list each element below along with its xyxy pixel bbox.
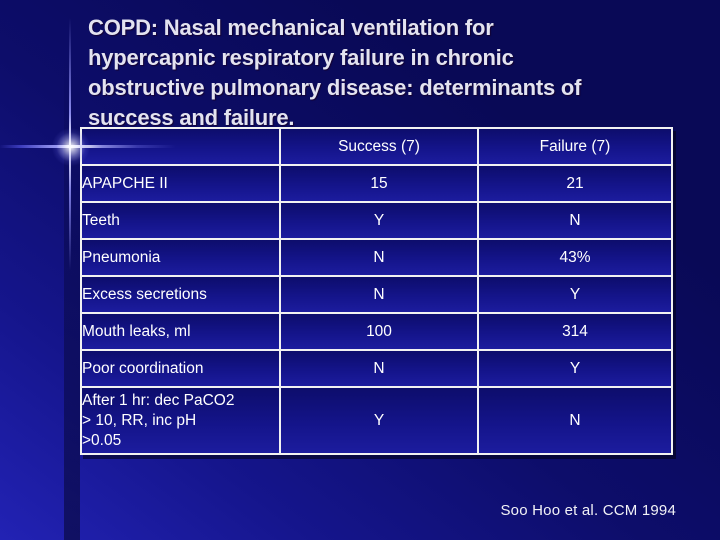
row-label: Mouth leaks, ml bbox=[80, 312, 281, 351]
citation: Soo Hoo et al. CCM 1994 bbox=[500, 502, 676, 519]
success-value: Y bbox=[279, 201, 479, 240]
failure-value: Y bbox=[477, 275, 673, 314]
failure-value: 43% bbox=[477, 238, 673, 277]
table-row: Teeth Y N bbox=[80, 201, 673, 240]
results-table: Success (7) Failure (7) APAPCHE II 15 21… bbox=[80, 127, 673, 455]
table-row: Poor coordination N Y bbox=[80, 349, 673, 388]
slide-title-line-2: hypercapnic respiratory failure in chron… bbox=[88, 45, 514, 70]
accent-cross-flare bbox=[52, 128, 90, 166]
failure-value: 314 bbox=[477, 312, 673, 351]
row-label: Teeth bbox=[80, 201, 281, 240]
success-value: N bbox=[279, 238, 479, 277]
row-label: After 1 hr: dec PaCO2 > 10, RR, inc pH >… bbox=[80, 386, 281, 455]
table-row: Mouth leaks, ml 100 314 bbox=[80, 312, 673, 351]
failure-value: N bbox=[477, 386, 673, 455]
row-label: APAPCHE II bbox=[80, 164, 281, 203]
failure-value: 21 bbox=[477, 164, 673, 203]
background-shadow-band bbox=[64, 0, 80, 540]
column-header-success: Success (7) bbox=[279, 127, 479, 166]
slide-title-line-3: obstructive pulmonary disease: determina… bbox=[88, 75, 582, 100]
slide-title-line-4: success and failure. bbox=[88, 105, 295, 130]
slide-title: COPD: Nasal mechanical ventilation for h… bbox=[88, 13, 694, 133]
slide-title-line-1: COPD: Nasal mechanical ventilation for bbox=[88, 15, 494, 40]
row-label: Excess secretions bbox=[80, 275, 281, 314]
table-row: Pneumonia N 43% bbox=[80, 238, 673, 277]
failure-value: Y bbox=[477, 349, 673, 388]
table-header-row: Success (7) Failure (7) bbox=[80, 127, 673, 166]
column-header-failure: Failure (7) bbox=[477, 127, 673, 166]
table-row: After 1 hr: dec PaCO2 > 10, RR, inc pH >… bbox=[80, 386, 673, 455]
success-value: Y bbox=[279, 386, 479, 455]
table-row: APAPCHE II 15 21 bbox=[80, 164, 673, 203]
success-value: N bbox=[279, 349, 479, 388]
table-row: Excess secretions N Y bbox=[80, 275, 673, 314]
success-value: 100 bbox=[279, 312, 479, 351]
success-value: N bbox=[279, 275, 479, 314]
row-label: Pneumonia bbox=[80, 238, 281, 277]
success-value: 15 bbox=[279, 164, 479, 203]
failure-value: N bbox=[477, 201, 673, 240]
row-label: Poor coordination bbox=[80, 349, 281, 388]
